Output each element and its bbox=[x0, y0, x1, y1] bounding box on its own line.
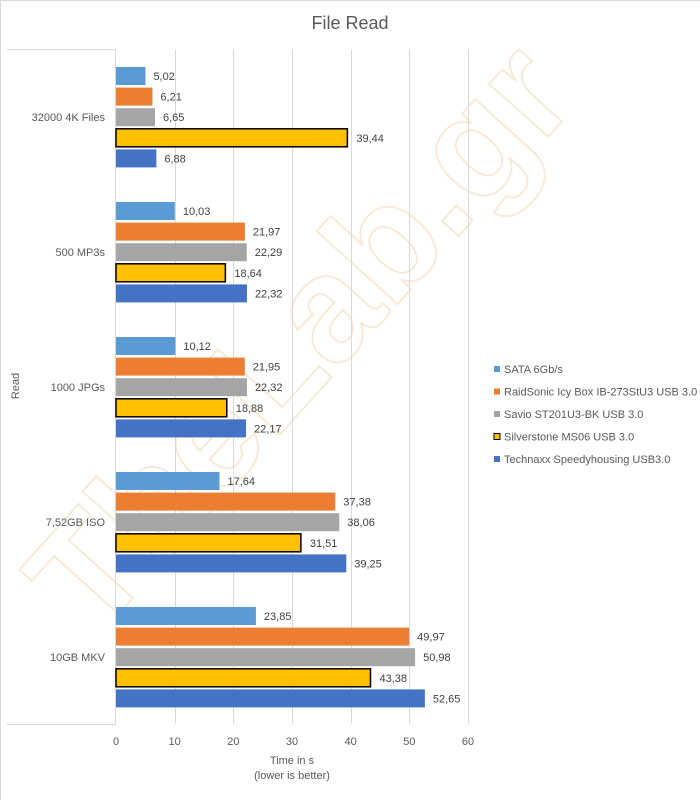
legend-label: SATA 6Gb/s bbox=[504, 364, 563, 376]
x-tick-label: 40 bbox=[345, 736, 357, 748]
x-tick-label: 60 bbox=[462, 736, 474, 748]
legend-swatch bbox=[494, 388, 500, 395]
bar bbox=[115, 533, 302, 553]
bar bbox=[116, 108, 156, 127]
data-label: 22,32 bbox=[255, 288, 283, 300]
bar bbox=[116, 419, 247, 438]
legend-swatch bbox=[494, 411, 500, 417]
bar bbox=[116, 337, 176, 355]
x-tick-label: 0 bbox=[113, 736, 119, 748]
category-label: 500 MP3s bbox=[55, 247, 105, 259]
category-label: 10GB MKV bbox=[50, 652, 106, 664]
bar bbox=[116, 554, 347, 573]
data-label: 39,44 bbox=[356, 133, 384, 145]
data-label: 5,02 bbox=[153, 71, 174, 83]
data-label: 21,97 bbox=[253, 227, 281, 239]
bar bbox=[116, 627, 410, 646]
data-label: 22,32 bbox=[255, 382, 283, 394]
legend-label: RaidSonic Icy Box IB-273StU3 USB 3.0 bbox=[504, 387, 697, 399]
bar bbox=[116, 689, 425, 708]
legend-swatch bbox=[494, 456, 500, 462]
bar bbox=[116, 67, 146, 85]
data-label: 6,21 bbox=[160, 92, 181, 104]
data-label: 6,88 bbox=[164, 153, 185, 165]
data-label: 18,88 bbox=[236, 403, 264, 415]
data-label: 10,12 bbox=[183, 341, 211, 353]
category-label: 32000 4K Files bbox=[32, 112, 106, 124]
x-axis-subtitle: (lower is better) bbox=[254, 770, 330, 782]
bar bbox=[116, 202, 175, 220]
legend-label: Technaxx Speedyhousing USB3.0 bbox=[504, 454, 670, 466]
x-tick-label: 50 bbox=[403, 736, 415, 748]
bar bbox=[116, 357, 245, 376]
data-label: 6,65 bbox=[163, 112, 184, 124]
data-label: 18,64 bbox=[234, 268, 262, 280]
x-tick-label: 10 bbox=[169, 736, 181, 748]
chart-title: File Read bbox=[311, 13, 388, 33]
data-label: 22,17 bbox=[254, 423, 282, 435]
bar bbox=[116, 492, 336, 511]
bar bbox=[116, 472, 220, 490]
data-label: 52,65 bbox=[433, 693, 461, 705]
bar bbox=[115, 668, 372, 688]
data-label: 21,95 bbox=[253, 362, 281, 374]
bar bbox=[116, 243, 247, 262]
data-label: 10,03 bbox=[183, 206, 211, 218]
data-label: 37,38 bbox=[343, 497, 371, 509]
category-label: 7,52GB ISO bbox=[46, 517, 106, 529]
x-tick-label: 20 bbox=[227, 736, 239, 748]
bar bbox=[115, 263, 227, 283]
bar bbox=[116, 648, 416, 667]
data-labels: 5,02 6,21 6,65 39,44 6,88 10,03 21,97 22,29 18,6… bbox=[153, 71, 460, 705]
bar bbox=[116, 284, 247, 303]
data-label: 31,51 bbox=[310, 538, 338, 550]
legend: SATA 6Gb/s RaidSonic Icy Box IB-273StU3 U… bbox=[493, 364, 697, 466]
bar bbox=[116, 222, 245, 241]
x-tick-labels: 0 10 20 30 40 50 60 bbox=[113, 736, 474, 748]
category-label: 1000 JPGs bbox=[51, 382, 106, 394]
data-label: 39,25 bbox=[354, 558, 382, 570]
legend-label: Savio ST201U3-BK USB 3.0 bbox=[504, 409, 643, 421]
bars bbox=[115, 67, 425, 708]
bar bbox=[116, 149, 157, 168]
data-label: 38,06 bbox=[347, 517, 375, 529]
legend-swatch bbox=[493, 433, 501, 440]
x-tick-label: 30 bbox=[286, 736, 298, 748]
data-label: 17,64 bbox=[227, 476, 255, 488]
data-label: 23,85 bbox=[264, 611, 292, 623]
category-labels: 32000 4K Files 500 MP3s 1000 JPGs 7,52GB IS… bbox=[32, 112, 106, 664]
legend-swatch bbox=[494, 366, 500, 372]
data-label: 22,29 bbox=[255, 247, 283, 259]
x-axis-title: Time in s bbox=[270, 755, 315, 767]
bar bbox=[115, 398, 228, 418]
legend-label: Silverstone MS06 USB 3.0 bbox=[504, 432, 634, 444]
bar bbox=[116, 513, 340, 532]
y-axis-title: Read bbox=[10, 373, 22, 399]
bar bbox=[115, 128, 349, 148]
bar bbox=[116, 378, 247, 397]
data-label: 50,98 bbox=[423, 652, 451, 664]
data-label: 49,97 bbox=[417, 632, 445, 644]
data-label: 43,38 bbox=[379, 673, 407, 685]
bar bbox=[116, 607, 256, 625]
bar bbox=[116, 87, 153, 106]
